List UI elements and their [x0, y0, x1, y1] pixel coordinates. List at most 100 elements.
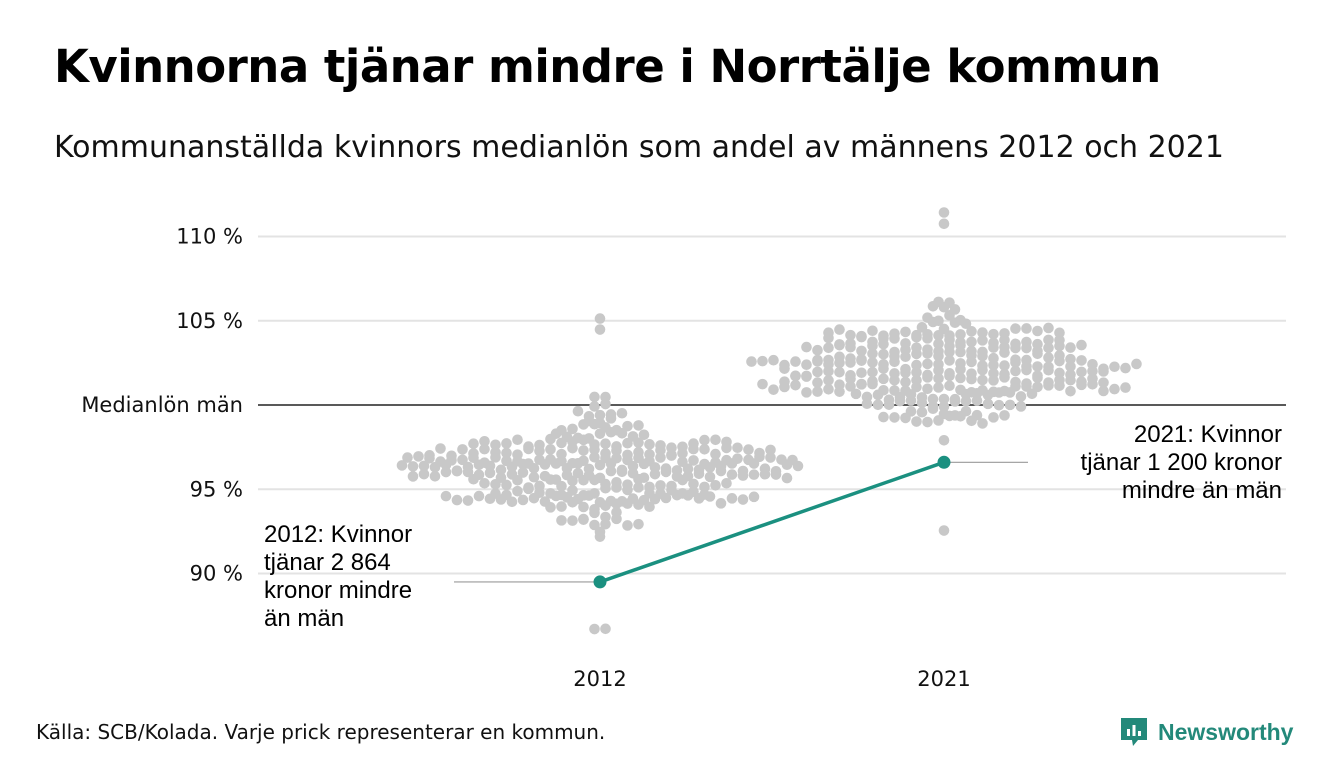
municipality-dot — [611, 445, 622, 456]
municipality-dot — [1087, 365, 1098, 377]
municipality-dot — [1032, 361, 1043, 372]
municipality-dot — [900, 412, 911, 424]
municipality-dot — [938, 301, 950, 313]
municipality-dot — [468, 473, 479, 485]
highlight-point — [593, 575, 607, 589]
municipality-dot — [768, 354, 779, 366]
municipality-dot — [867, 325, 878, 337]
municipality-dot — [611, 482, 622, 493]
municipality-dot — [872, 389, 884, 401]
municipality-dot — [955, 372, 966, 384]
municipality-dot — [812, 356, 823, 367]
municipality-dot — [545, 444, 556, 455]
municipality-dot — [484, 493, 496, 505]
municipality-dot — [523, 443, 534, 455]
municipality-dot — [1021, 364, 1032, 376]
municipality-dot — [933, 350, 944, 362]
municipality-dot — [748, 469, 760, 480]
municipality-dot — [988, 328, 999, 340]
municipality-dot — [960, 395, 972, 407]
municipality-dot — [966, 356, 977, 368]
municipality-dot — [1021, 381, 1032, 392]
municipality-dot — [894, 395, 906, 407]
brand-logo[interactable]: Newsworthy — [1118, 715, 1293, 749]
municipality-dot — [688, 455, 699, 466]
municipality-dot — [660, 466, 672, 478]
municipality-dot — [781, 472, 793, 484]
municipality-dot — [765, 452, 776, 463]
municipality-dot — [1043, 380, 1054, 391]
municipality-dot — [999, 410, 1010, 421]
municipality-dot — [845, 341, 856, 353]
municipality-dot — [633, 482, 644, 493]
municipality-dot — [933, 338, 944, 350]
municipality-dot — [834, 357, 845, 369]
municipality-dot — [927, 300, 939, 312]
municipality-dot — [977, 374, 988, 386]
municipality-dot — [600, 438, 611, 450]
municipality-dot — [922, 383, 933, 395]
municipality-dot — [938, 401, 950, 412]
municipality-dot — [567, 423, 578, 435]
municipality-dot — [812, 344, 823, 356]
municipality-dot — [501, 479, 512, 491]
municipality-dot — [578, 474, 589, 486]
municipality-dot — [688, 443, 699, 455]
municipality-dot — [955, 410, 966, 422]
municipality-dot — [567, 497, 578, 508]
municipality-dot — [988, 375, 999, 386]
municipality-dot — [440, 466, 452, 478]
municipality-dot — [867, 348, 878, 359]
municipality-dot — [1010, 323, 1021, 334]
y-tick-label: 110 % — [176, 225, 243, 249]
municipality-dot — [429, 461, 441, 473]
municipality-dot — [1109, 361, 1120, 373]
municipality-dot — [883, 399, 895, 410]
municipality-dot — [792, 460, 804, 472]
municipality-dot — [944, 346, 955, 358]
municipality-dot — [413, 451, 424, 462]
municipality-dot — [1054, 355, 1065, 367]
municipality-dot — [638, 429, 650, 441]
municipality-dot — [1043, 322, 1054, 334]
annotation-2021-line: 2021: Kvinnor — [1133, 421, 1282, 448]
municipality-dot — [834, 324, 845, 335]
municipality-dot — [944, 410, 955, 422]
municipality-dot — [911, 416, 922, 427]
municipality-dot — [556, 480, 567, 492]
municipality-dot — [671, 489, 683, 501]
x-tick-label: 2012 — [573, 667, 626, 691]
municipality-dot — [982, 398, 994, 410]
annotation-2012-line: kronor mindre — [264, 577, 413, 604]
municipality-dot — [955, 329, 966, 340]
municipality-dot — [977, 364, 988, 376]
municipality-dot — [418, 460, 430, 472]
municipality-dot — [1021, 323, 1032, 334]
municipality-dot — [748, 458, 760, 469]
municipality-dot — [801, 359, 812, 370]
municipality-dot — [944, 370, 955, 382]
municipality-dot — [578, 434, 589, 446]
municipality-dot — [682, 463, 694, 474]
municipality-dot — [402, 452, 413, 463]
municipality-dot — [1065, 353, 1076, 365]
municipality-dot — [878, 363, 889, 374]
municipality-dot — [966, 336, 977, 348]
municipality-dot — [916, 406, 928, 418]
municipality-dot — [944, 310, 955, 321]
municipality-dot — [1065, 385, 1076, 397]
municipality-dot — [982, 389, 994, 401]
municipality-dot — [1043, 364, 1054, 376]
municipality-dot — [616, 407, 628, 419]
municipality-dot — [407, 471, 419, 482]
municipality-dot — [938, 207, 950, 218]
municipality-dot — [578, 514, 589, 525]
municipality-dot — [528, 462, 540, 474]
municipality-dot — [938, 525, 950, 536]
municipality-dot — [682, 490, 694, 501]
municipality-dot — [779, 363, 790, 374]
municipality-dot — [633, 437, 644, 448]
municipality-dot — [517, 467, 529, 478]
municipality-dot — [638, 458, 650, 470]
municipality-dot — [479, 435, 490, 447]
